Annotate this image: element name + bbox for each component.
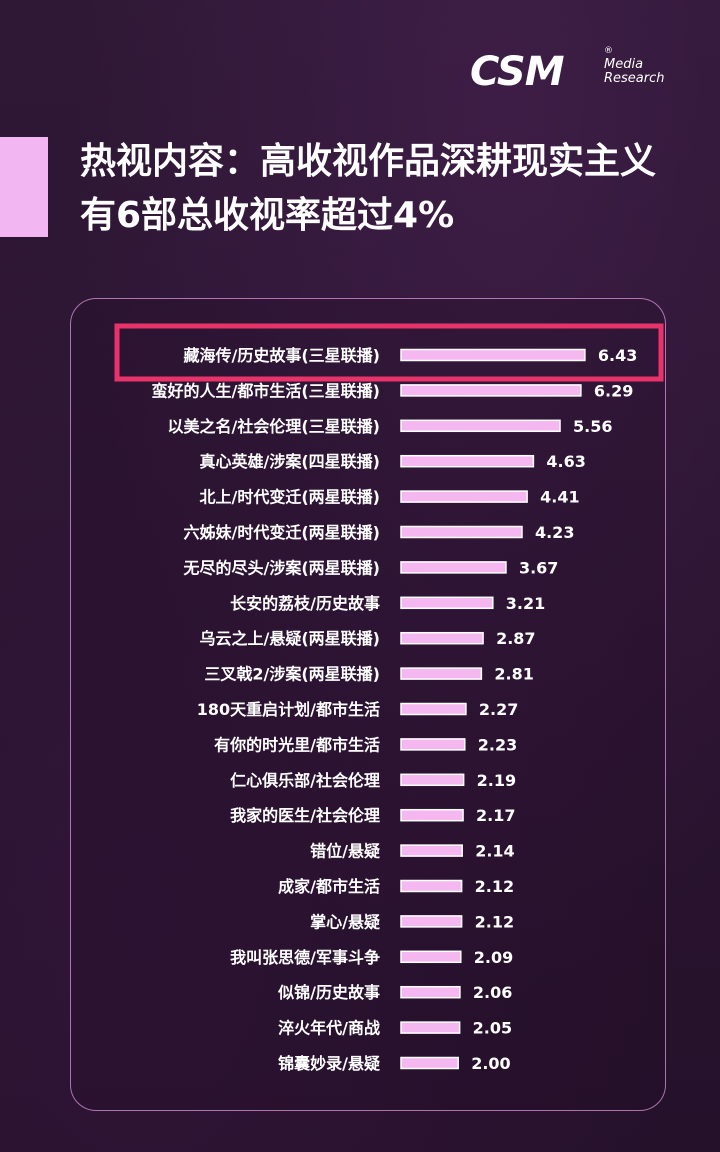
bar-row: 掌心/悬疑 2.12 (310, 912, 514, 931)
category-label: 淬火年代/商战 (278, 1019, 380, 1038)
category-label: 似锦/历史故事 (277, 983, 380, 1002)
bar (400, 985, 461, 999)
bar (400, 773, 465, 787)
bar-row: 有你的时光里/都市生活 2.23 (214, 735, 517, 754)
category-label: 三叉戟2/涉案(两星联播) (204, 665, 380, 684)
value-label: 2.23 (478, 735, 517, 754)
value-label: 2.81 (494, 665, 533, 684)
value-label: 5.56 (573, 417, 612, 436)
page-title-line2: 有6部总收视率超过4% (80, 195, 455, 236)
category-label: 有你的时光里/都市生活 (214, 735, 380, 754)
bar-row: 三叉戟2/涉案(两星联播) 2.81 (204, 665, 533, 684)
value-label: 2.05 (473, 1019, 512, 1038)
bar-row: 长安的荔枝/历史故事 3.21 (230, 594, 545, 613)
category-label: 锦囊妙录/悬疑 (278, 1054, 380, 1073)
bar (400, 915, 463, 928)
category-label: 真心英雄/涉案(四星联播) (200, 452, 380, 471)
bar-row: 我家的医生/社会伦理 2.17 (230, 806, 515, 825)
bar-row: 真心英雄/涉案(四星联播) 4.63 (200, 452, 586, 471)
page-title: 热视内容：高收视作品深耕现实主义 有6部总收视率超过4% (80, 135, 710, 243)
category-label: 北上/时代变迁(两星联播) (200, 488, 380, 507)
value-label: 2.27 (479, 700, 518, 719)
page-title-line1: 热视内容：高收视作品深耕现实主义 (80, 141, 657, 182)
value-label: 3.67 (519, 558, 558, 577)
bar-row: 淬火年代/商战 2.05 (278, 1019, 512, 1038)
logo-subtitle: Media Research (604, 58, 665, 86)
chart-card (70, 298, 666, 1111)
bar (400, 419, 561, 433)
bar (400, 738, 466, 751)
bar (400, 808, 464, 822)
bar (400, 561, 507, 574)
title-accent-bar (0, 137, 48, 237)
bar-row: 成家/都市生活 2.12 (278, 877, 514, 896)
category-label: 藏海传/历史故事(三星联播) (184, 346, 380, 365)
category-label: 我叫张思德/军事斗争 (230, 948, 380, 967)
bar (400, 596, 494, 610)
category-label: 无尽的尽头/涉案(两星联播) (183, 558, 380, 577)
bar-row: 藏海传/历史故事(三星联播) 6.43 (184, 346, 638, 365)
logo-subtitle-line2: Research (604, 71, 665, 86)
bar (400, 1021, 461, 1034)
bar (400, 844, 463, 857)
bar-row: 北上/时代变迁(两星联播) 4.41 (200, 488, 580, 507)
value-label: 4.23 (535, 523, 574, 542)
bar (400, 879, 463, 893)
bar-row: 似锦/历史故事 2.06 (277, 983, 512, 1002)
category-label: 仁心俱乐部/社会伦理 (230, 771, 380, 790)
bar-row: 锦囊妙录/悬疑 2.00 (278, 1054, 511, 1073)
value-label: 2.12 (475, 912, 514, 931)
category-label: 掌心/悬疑 (310, 912, 380, 931)
bar-row: 蛮好的人生/都市生活(三星联播) 6.29 (152, 381, 634, 400)
bar-row: 乌云之上/悬疑(两星联播) 2.87 (200, 629, 536, 648)
bar-row: 无尽的尽头/涉案(两星联播) 3.67 (183, 558, 559, 577)
value-label: 2.17 (476, 806, 515, 825)
value-label: 2.00 (471, 1054, 510, 1073)
highlight-frame (114, 323, 664, 382)
bar (400, 348, 586, 362)
bar-row: 仁心俱乐部/社会伦理 2.19 (230, 771, 516, 790)
category-label: 180天重启计划/都市生活 (197, 700, 380, 719)
value-label: 6.43 (598, 346, 637, 365)
value-label: 4.63 (546, 452, 585, 471)
bar-row: 180天重启计划/都市生活 2.27 (197, 700, 519, 719)
bar-row: 我叫张思德/军事斗争 2.09 (230, 948, 513, 967)
value-label: 2.09 (474, 948, 513, 967)
value-label: 6.29 (594, 381, 633, 400)
value-label: 4.41 (540, 488, 579, 507)
value-label: 3.21 (506, 594, 545, 613)
value-label: 2.19 (477, 771, 516, 790)
category-label: 成家/都市生活 (278, 877, 380, 896)
category-label: 我家的医生/社会伦理 (230, 806, 380, 825)
bar (400, 950, 462, 964)
bar (400, 454, 535, 468)
bar (400, 631, 484, 645)
logo-mark: CSM (470, 49, 565, 95)
bar-row: 错位/悬疑 2.14 (310, 842, 515, 861)
value-label: 2.06 (473, 983, 512, 1002)
bar (400, 1056, 459, 1070)
bar-row: 以美之名/社会伦理(三星联播) 5.56 (168, 417, 613, 436)
bar-row: 六姊妹/时代变迁(两星联播) 4.23 (184, 523, 575, 542)
category-label: 长安的荔枝/历史故事 (230, 594, 380, 613)
csm-logo: CSM ® Media Research (470, 46, 670, 100)
bar (400, 667, 483, 680)
value-label: 2.14 (475, 842, 514, 861)
category-label: 错位/悬疑 (310, 842, 380, 861)
category-label: 六姊妹/时代变迁(两星联播) (184, 523, 380, 542)
bar (400, 525, 523, 539)
bar (400, 490, 528, 503)
bar (400, 384, 582, 397)
registered-mark: ® (604, 46, 613, 56)
category-label: 蛮好的人生/都市生活(三星联播) (152, 381, 380, 400)
category-label: 以美之名/社会伦理(三星联播) (168, 417, 380, 436)
category-label: 乌云之上/悬疑(两星联播) (200, 629, 380, 648)
logo-subtitle-line1: Media (604, 57, 644, 72)
bar (400, 702, 467, 716)
value-label: 2.12 (475, 877, 514, 896)
value-label: 2.87 (496, 629, 535, 648)
